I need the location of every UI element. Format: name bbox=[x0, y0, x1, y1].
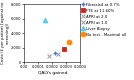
X-axis label: QALYs gained: QALYs gained bbox=[38, 71, 67, 75]
Y-axis label: Costs (£ per patient [against no
screening]): Costs (£ per patient [against no screeni… bbox=[1, 2, 10, 64]
Legend: Fibrosis4 at 0.7%, FTE at 11.60%, APRI at 2.0, APRI at 1.0, Liver Biopsy, No tes: Fibrosis4 at 0.7%, FTE at 11.60%, APRI a… bbox=[81, 3, 126, 37]
